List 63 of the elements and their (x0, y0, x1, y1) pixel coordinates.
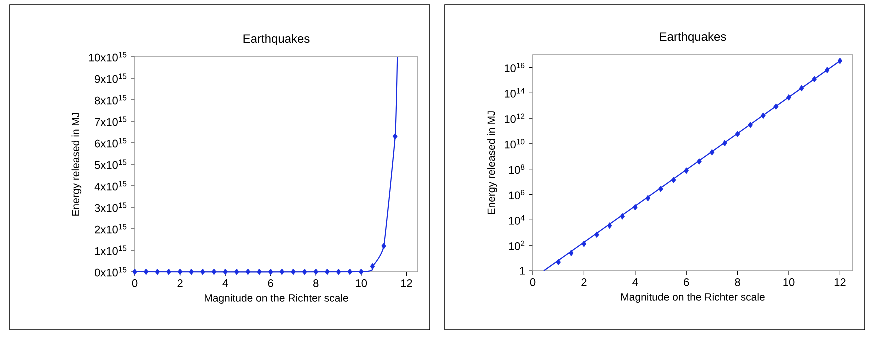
point (594, 232, 600, 238)
y-tick-label: 10$^{4}$ (509, 215, 525, 225)
point (710, 149, 715, 156)
y-tick-label: 10$^{10}$ (505, 139, 525, 149)
y-tick-label: 3x10$^{15}$ (94, 202, 127, 212)
chart-title: Earthquakes (244, 34, 310, 46)
y-tick-label: 6x10$^{15}$ (95, 138, 127, 148)
point (838, 58, 843, 64)
point (722, 140, 728, 147)
point (774, 104, 779, 110)
y-tick-label: 8x10$^{15}$ (95, 95, 127, 105)
point (646, 195, 651, 202)
point (620, 213, 626, 220)
y-tick-label: 10$^{8}$ (509, 164, 525, 174)
y-tick-label: 2x10$^{15}$ (95, 224, 127, 234)
y-tick-label: 7x10$^{15}$ (95, 116, 127, 126)
x-axis-title: Magnitude on the Richter scale (621, 293, 765, 303)
x-tick-label: 4 (222, 280, 228, 288)
point (735, 131, 740, 138)
point (671, 177, 676, 184)
y-tick-label: 10$^{12}$ (505, 114, 525, 124)
point (799, 85, 804, 92)
x-tick-label: 0 (132, 280, 138, 288)
point (556, 259, 562, 266)
x-tick-label: 10 (784, 278, 795, 286)
y-tick-label: 5x10$^{15}$ (94, 160, 127, 170)
x-tick-label: 2 (582, 278, 587, 286)
y-tick-label: 4x10$^{15}$ (94, 181, 127, 191)
point (812, 76, 818, 83)
point (696, 158, 702, 165)
y-tick-label: 10$^{16}$ (505, 62, 525, 72)
x-tick-label: 8 (735, 278, 740, 286)
x-tick-label: 10 (356, 280, 368, 288)
x-tick-label: 6 (268, 280, 274, 288)
point (684, 168, 690, 174)
y-axis-title: Energy released in MJ (488, 112, 498, 214)
point (824, 67, 830, 74)
x-tick-label: 12 (834, 278, 846, 286)
y-axis-title: Energy released in MJ (72, 113, 82, 216)
point (760, 112, 766, 120)
y-tick-label: 1 (520, 267, 525, 275)
point (658, 186, 664, 192)
point (568, 250, 574, 256)
y-tick-label: 10$^{14}$ (505, 88, 525, 98)
x-tick-label: 8 (314, 280, 319, 288)
x-tick-label: 6 (684, 278, 690, 286)
x-tick-label: 2 (178, 280, 183, 288)
x-tick-label: 12 (401, 280, 412, 288)
y-tick-label: 0x10$^{15}$ (94, 267, 127, 277)
y-tick-label: 10$^{2}$ (509, 240, 525, 250)
y-tick-label: 10x10$^{15}$ (89, 52, 127, 62)
point (632, 204, 638, 211)
point (607, 222, 612, 230)
point (748, 122, 754, 128)
point (582, 240, 587, 248)
y-tick-label: 10$^{6}$ (509, 190, 525, 200)
x-tick-label: 4 (632, 278, 638, 286)
point (786, 94, 792, 101)
x-tick-label: 0 (530, 278, 536, 286)
x-axis-title: Magnitude on the Richter scale (204, 294, 348, 304)
chart-title: Earthquakes (660, 32, 726, 44)
y-tick-label: 9x10$^{15}$ (95, 74, 127, 84)
y-tick-label: 1x10$^{15}$ (95, 246, 127, 256)
